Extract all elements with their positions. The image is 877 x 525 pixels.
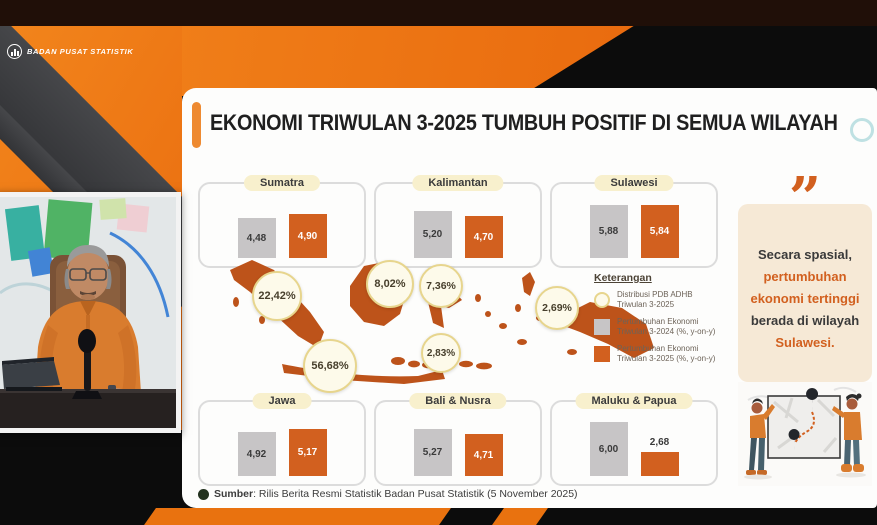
- slide-title: EKONOMI TRIWULAN 3-2025 TUMBUH POSITIF D…: [210, 110, 838, 135]
- quote-panel: ” Secara spasial, pertumbuhan ekonomi te…: [738, 170, 872, 382]
- source-dot-icon: [198, 488, 209, 500]
- quote-text: Secara spasial, pertumbuhan ekonomi tert…: [750, 247, 860, 350]
- bar-2024: 5,88: [589, 205, 628, 258]
- legend-title: Keterangan: [594, 272, 652, 284]
- quote-icon: ”: [788, 165, 822, 231]
- region-label: Sulawesi: [594, 175, 674, 191]
- legend-circle-swatch: [594, 292, 610, 308]
- share-bubble-sumatra: 22,42%: [252, 271, 302, 321]
- map-pin-icon: [788, 388, 819, 451]
- region-card-maluku-papua: Maluku & Papua 6,00 2,68: [550, 393, 718, 486]
- share-bubble-jawa: 56,68%: [303, 339, 357, 393]
- laptop: [2, 357, 62, 391]
- legend-item: Distribusi PDB ADHB Triwulan 3-2025: [594, 290, 744, 310]
- bottom-orange-wedge: [492, 508, 548, 525]
- source-line: Sumber: Rilis Berita Resmi Statistik Bad…: [198, 488, 578, 500]
- legend-item: Pertumbuhan Ekonomi Triwulan 3-2025 (%, y…: [594, 344, 744, 364]
- top-letterbox-bar: [0, 0, 877, 26]
- bottom-orange-wedge: [144, 508, 451, 525]
- share-bubble-bali-nusra: 2,83%: [421, 333, 461, 373]
- figure-left: [746, 398, 775, 475]
- map-holders-illustration: [738, 382, 872, 486]
- region-card-sulawesi: Sulawesi 5,88 5,84: [550, 175, 718, 268]
- legend-item: Pertumbuhan Ekonomi Triwulan 3-2024 (%, y…: [594, 317, 744, 337]
- bar-2025: 4,90: [288, 214, 327, 258]
- title-accent-bar: [192, 102, 201, 148]
- region-card-sumatra: Sumatra 4,48 4,90: [198, 175, 366, 268]
- speaker-illustration: [0, 197, 176, 428]
- bar-2025: 5,84: [640, 205, 679, 258]
- microphone: [72, 329, 102, 399]
- region-label: Jawa: [252, 393, 312, 409]
- bar-2024: 6,00: [589, 422, 628, 476]
- bps-brand: BADAN PUSAT STATISTIK: [7, 44, 133, 59]
- legend: Keterangan Distribusi PDB ADHB Triwulan 3…: [594, 272, 744, 371]
- share-bubble-maluku-papua: 2,69%: [535, 286, 579, 330]
- region-label: Sumatra: [243, 175, 321, 191]
- bar-2025: 5,17: [288, 429, 327, 476]
- bar-2024: 5,27: [413, 429, 452, 476]
- region-label: Bali & Nusra: [409, 393, 507, 409]
- presentation-slide: EKONOMI TRIWULAN 3-2025 TUMBUH POSITIF D…: [182, 88, 877, 508]
- bps-logo-icon: [7, 44, 22, 59]
- bar-2025: 4,71: [464, 434, 503, 476]
- legend-orange-swatch: [594, 346, 610, 362]
- brand-name: BADAN PUSAT STATISTIK: [27, 47, 134, 56]
- share-bubble-sulawesi: 7,36%: [419, 264, 463, 308]
- share-bubble-kalimantan: 8,02%: [366, 260, 414, 308]
- bar-2024: 4,48: [237, 218, 276, 258]
- bar-2024: 5,20: [413, 211, 452, 258]
- region-label: Maluku & Papua: [575, 393, 693, 409]
- decorative-ring-icon: [850, 118, 874, 142]
- region-card-bali-nusra: Bali & Nusra 5,27 4,71: [374, 393, 542, 486]
- region-label: Kalimantan: [412, 175, 504, 191]
- region-card-kalimantan: Kalimantan 5,20 4,70: [374, 175, 542, 268]
- speaker-video-feed: [0, 192, 181, 433]
- bar-2025: 2,68: [640, 437, 679, 476]
- bar-2025: 4,70: [464, 216, 503, 258]
- map-sheet: [767, 395, 841, 459]
- figure-right: [832, 393, 864, 472]
- wall-art: [0, 198, 170, 318]
- legend-gray-swatch: [594, 319, 610, 335]
- bar-2024: 4,92: [237, 432, 276, 476]
- region-card-jawa: Jawa 4,92 5,17: [198, 393, 366, 486]
